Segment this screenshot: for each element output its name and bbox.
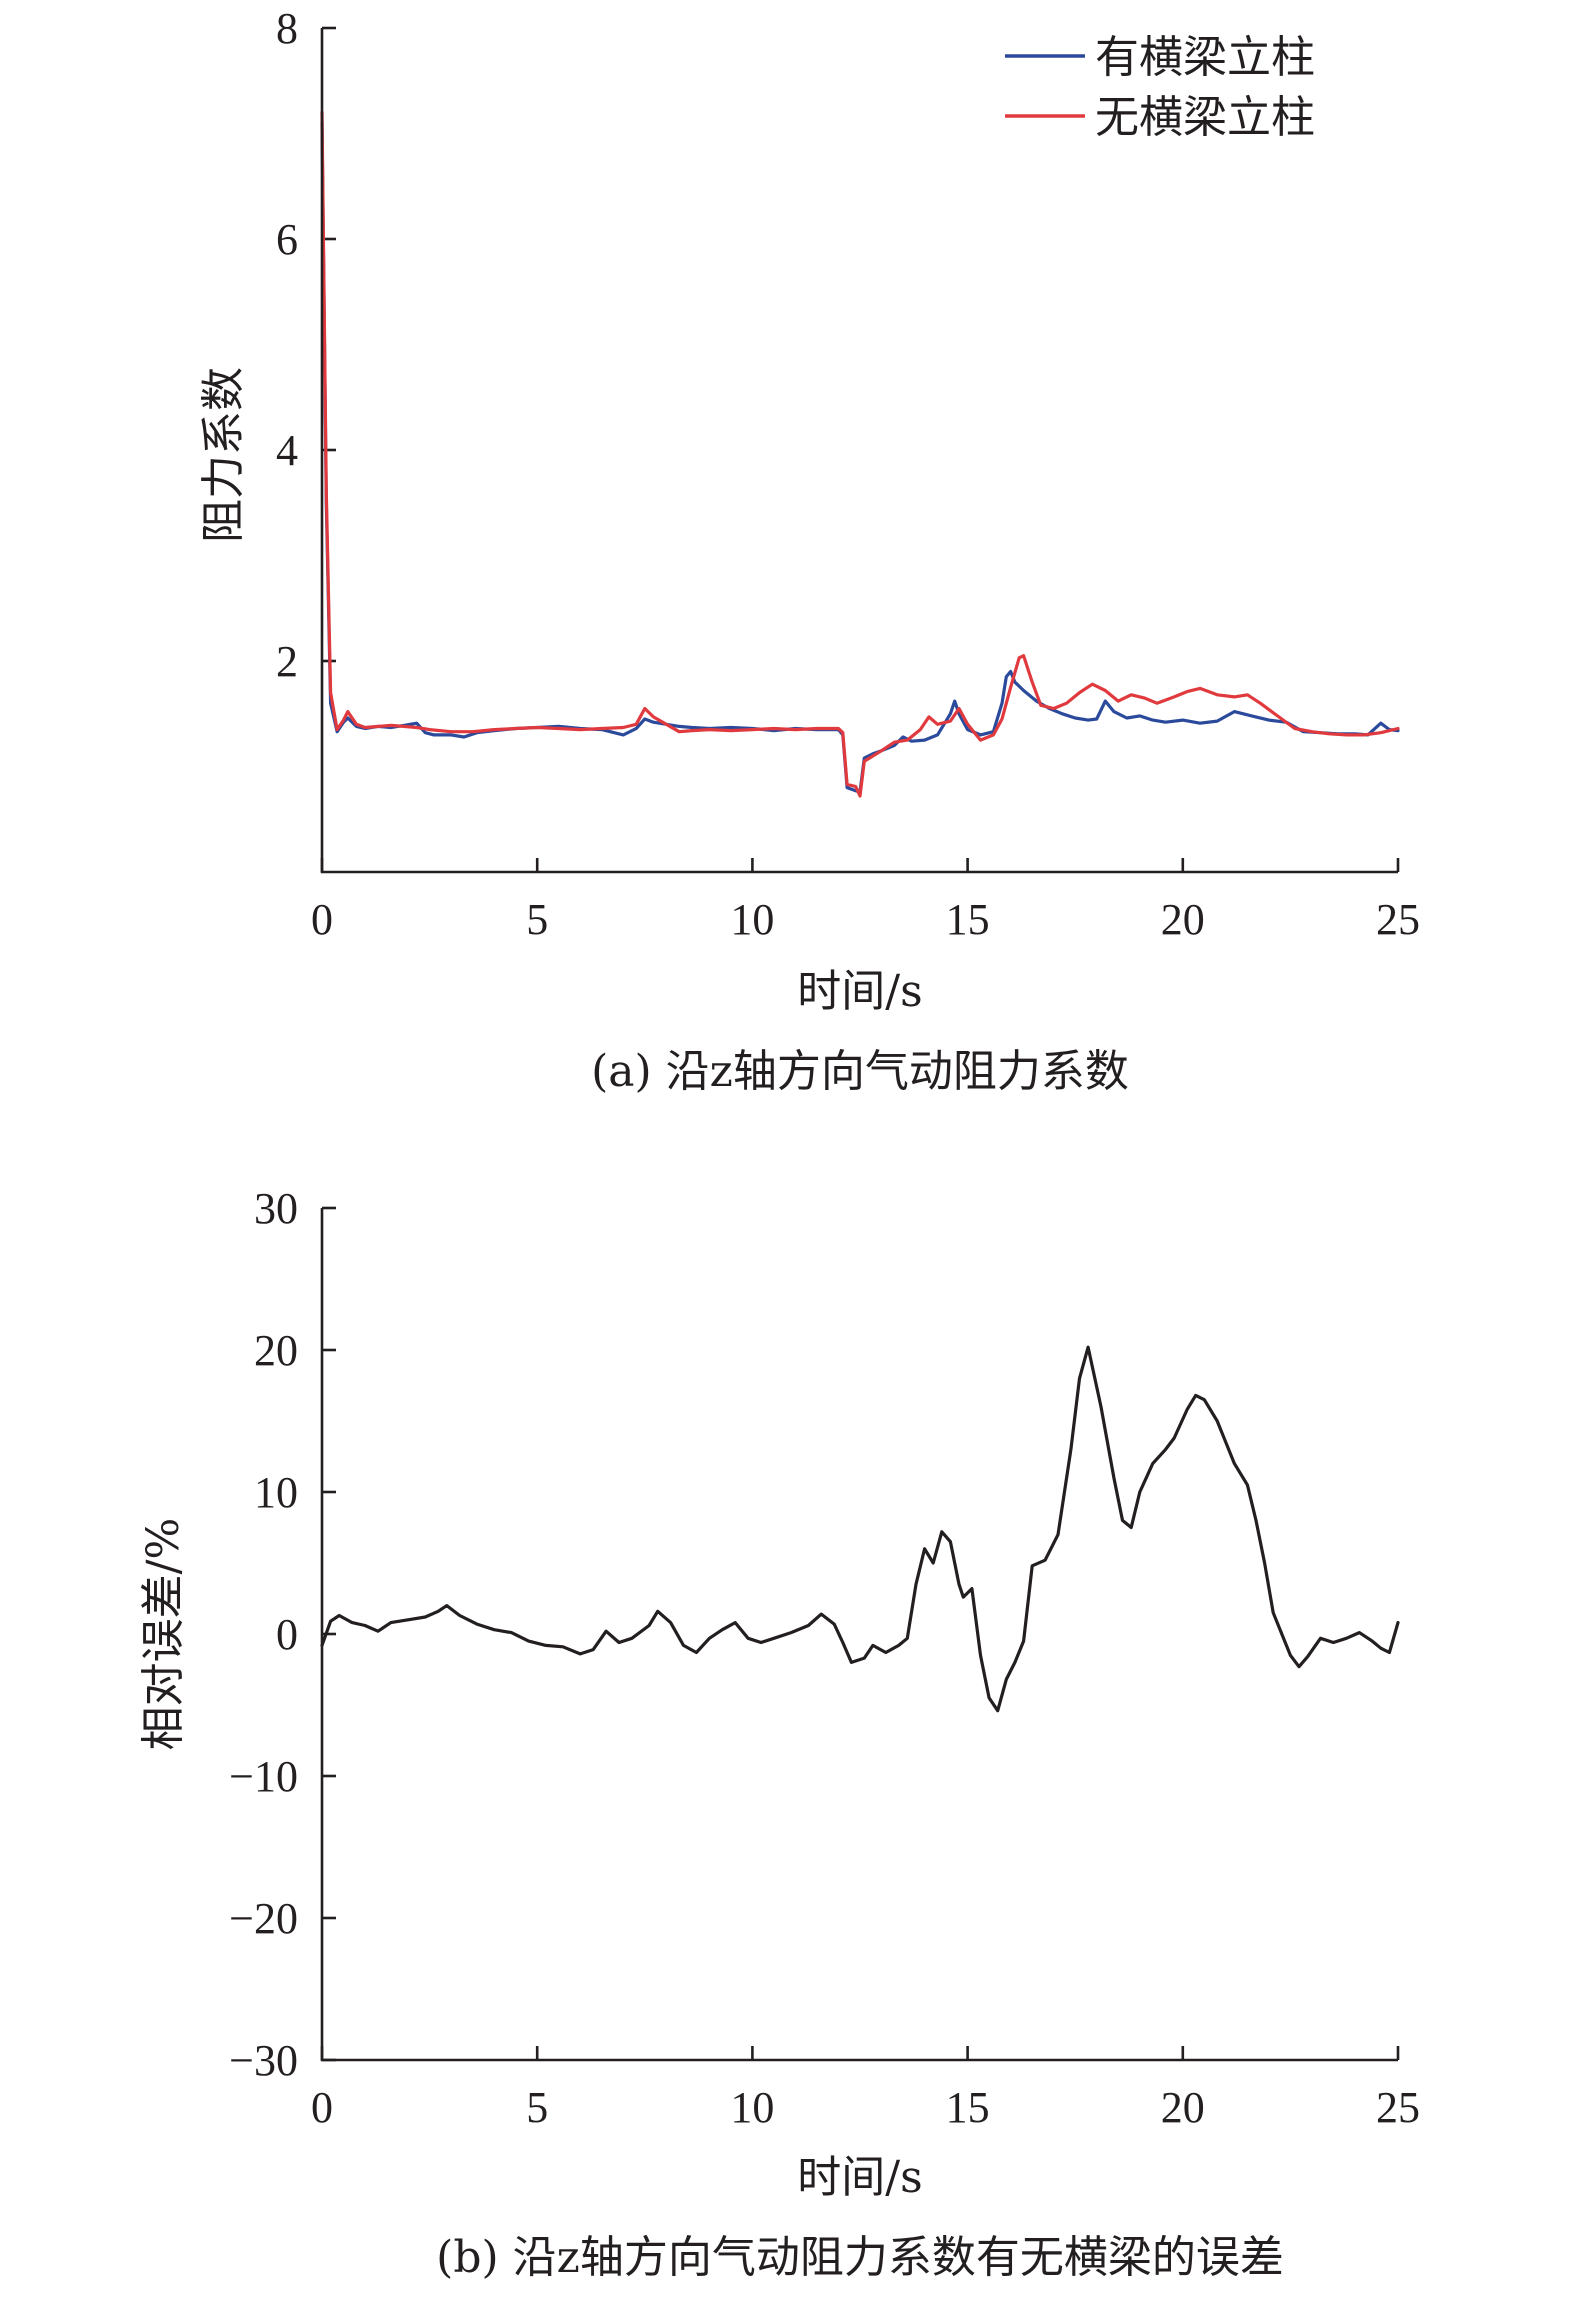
y-tick-label-a-1: 4	[276, 426, 298, 475]
x-tick-label-a-4: 20	[1161, 895, 1205, 944]
chart-panel-b: 0 5 10 15 20 25 −30 −20 −10 0 10 20 30 相对误差/% 时间/s (…	[0, 1150, 1575, 2302]
caption-a: (a) 沿z轴方向气动阻力系数	[591, 1046, 1129, 1097]
y-tick-label-b-3: 0	[276, 1610, 298, 1659]
y-tick-label-a-3: 8	[276, 4, 298, 53]
plot-marks-b: 0 5 10 15 20 25 −30 −20 −10 0 10 20 30	[229, 1184, 1420, 2132]
series-line-a-0	[320, 121, 1400, 794]
legend-label-without-beam: 无横梁立柱	[1095, 92, 1315, 143]
y-tick-label-b-2: −10	[229, 1752, 298, 1801]
y-axis-title-a: 阻力系数	[198, 367, 249, 543]
caption-b: (b) 沿z轴方向气动阻力系数有无横梁的误差	[436, 2232, 1284, 2283]
series-line-b-0	[320, 1345, 1400, 1713]
y-tick-label-b-6: 30	[254, 1184, 298, 1233]
x-tick-label-a-1: 5	[526, 895, 548, 944]
relative-error-chart: 0 5 10 15 20 25 −30 −20 −10 0 10 20 30 相对误差/% 时间/s (…	[138, 1184, 1420, 2283]
y-tick-label-b-1: −20	[229, 1894, 298, 1943]
x-tick-label-a-3: 15	[946, 895, 990, 944]
y-tick-label-a-0: 2	[276, 637, 298, 686]
x-tick-label-b-3: 15	[946, 2083, 990, 2132]
x-tick-label-b-0: 0	[311, 2083, 333, 2132]
plot-marks-a: 0 5 10 15 20 25 2 4 6 8	[276, 4, 1420, 944]
legend-a: 有横梁立柱 无横梁立柱	[1005, 32, 1315, 143]
series-line-a-1	[320, 110, 1400, 798]
x-axis-title-a: 时间/s	[797, 966, 922, 1017]
axes-a	[320, 28, 1398, 874]
x-tick-label-b-2: 10	[730, 2083, 774, 2132]
x-tick-label-b-1: 5	[526, 2083, 548, 2132]
y-tick-label-a-2: 6	[276, 215, 298, 264]
x-axis-title-b: 时间/s	[797, 2152, 922, 2203]
y-axis-title-b: 相对误差/%	[138, 1518, 189, 1751]
x-tick-label-a-2: 10	[730, 895, 774, 944]
legend-label-with-beam: 有横梁立柱	[1095, 32, 1315, 83]
y-tick-label-b-5: 20	[254, 1326, 298, 1375]
chart-panel-a: 0 5 10 15 20 25 2 4 6 8 阻力系数 时间/s (a) 沿z轴方向气动阻力系数…	[0, 0, 1575, 1150]
x-tick-label-a-5: 25	[1376, 895, 1420, 944]
drag-coefficient-chart: 0 5 10 15 20 25 2 4 6 8 阻力系数 时间/s (a) 沿z轴方向气动阻力系数…	[198, 4, 1420, 1097]
y-tick-label-b-0: −30	[229, 2036, 298, 2085]
y-tick-label-b-4: 10	[254, 1468, 298, 1517]
x-tick-label-a-0: 0	[311, 895, 333, 944]
axes-b	[320, 1208, 1398, 2062]
x-tick-label-b-5: 25	[1376, 2083, 1420, 2132]
x-tick-label-b-4: 20	[1161, 2083, 1205, 2132]
